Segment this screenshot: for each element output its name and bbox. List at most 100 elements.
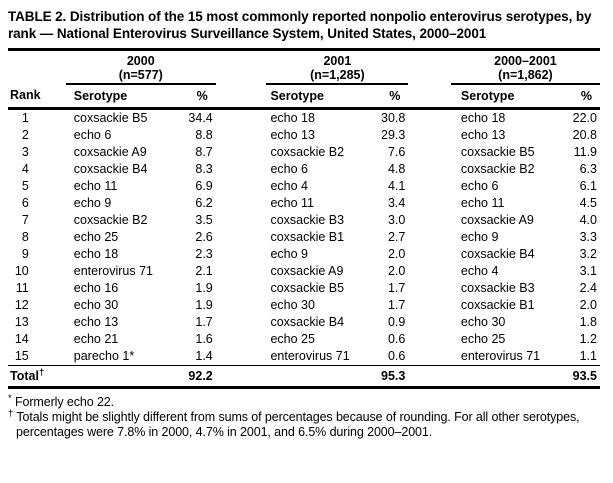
table-row: 12 echo 30 1.9 echo 30 1.7 coxsackie B1 2.0 xyxy=(8,297,600,314)
pct-cell: 7.6 xyxy=(387,145,406,159)
serotype-cell: coxsackie B2 xyxy=(270,145,345,159)
group-year: 2001 xyxy=(323,53,352,68)
rank-cell: 8 xyxy=(21,230,29,244)
serotype-cell: echo 16 xyxy=(73,281,119,295)
pct-cell: 2.6 xyxy=(195,230,213,244)
pct-cell: 4.1 xyxy=(387,179,406,193)
serotype-cell: echo 4 xyxy=(270,179,308,193)
pct-cell: 29.3 xyxy=(381,128,406,142)
pct-cell: 0.6 xyxy=(387,349,406,363)
serotype-cell: echo 30 xyxy=(73,298,119,312)
total-row: Total† 92.2 95.3 93.5 xyxy=(8,364,600,389)
pct-cell: 4.5 xyxy=(579,196,597,210)
group-year: 2000–2001 xyxy=(494,53,557,68)
serotype-cell: enterovirus 71 xyxy=(73,264,153,278)
total-pct-2000: 92.2 xyxy=(162,364,216,389)
pct-cell: 1.4 xyxy=(195,349,213,363)
serotype-cell: echo 25 xyxy=(270,332,315,346)
footnote-asterisk: * Formerly echo 22. xyxy=(8,393,612,410)
rank-cell: 14 xyxy=(14,332,29,346)
pct-cell: 3.4 xyxy=(387,196,406,210)
serotype-cell: echo 13 xyxy=(270,128,315,142)
gap-cell xyxy=(408,280,451,297)
pct-cell: 1.9 xyxy=(195,298,213,312)
gap-cell xyxy=(216,246,267,263)
gap-cell xyxy=(408,178,451,195)
table-row: 11 echo 16 1.9 coxsackie B5 1.7 coxsackie B3 2… xyxy=(8,280,600,297)
table-row: 1 coxsackie B5 34.4 echo 18 30.8 echo 18 22.0 xyxy=(8,108,600,127)
table-row: 8 echo 25 2.6 coxsackie B1 2.7 echo 9 3.3 xyxy=(8,229,600,246)
pct-cell: 1.6 xyxy=(195,332,213,346)
pct-cell: 20.8 xyxy=(572,128,597,142)
gap-cell xyxy=(216,144,267,161)
pct-cell: 1.7 xyxy=(387,281,406,295)
serotype-cell: coxsackie B5 xyxy=(270,281,345,295)
group-gap xyxy=(408,50,451,84)
pct-cell: 2.4 xyxy=(579,281,597,295)
gap-cell xyxy=(408,297,451,314)
pct-cell: 0.9 xyxy=(387,315,406,329)
footnote-dagger: † Totals might be slightly different fro… xyxy=(8,408,612,440)
serotype-cell: enterovirus 71 xyxy=(460,349,541,363)
serotype-cell: coxsackie B4 xyxy=(460,247,535,261)
serotype-cell: coxsackie A9 xyxy=(73,145,147,159)
total-empty xyxy=(266,364,358,389)
pct-cell: 2.3 xyxy=(195,247,213,261)
gap-cell xyxy=(408,246,451,263)
serotype-cell: coxsackie B2 xyxy=(460,162,535,176)
footnotes: * Formerly echo 22. † Totals might be sl… xyxy=(8,393,612,440)
serotype-column-header: Serotype xyxy=(266,83,358,110)
rank-cell: 1 xyxy=(21,111,29,125)
serotype-cell: echo 21 xyxy=(73,332,119,346)
serotype-cell: coxsackie B5 xyxy=(460,145,535,159)
rank-cell: 5 xyxy=(21,179,29,193)
group-header-2001: 2001 (n=1,285) xyxy=(266,49,409,85)
pct-cell: 2.7 xyxy=(387,230,406,244)
table-row: 4 coxsackie B4 8.3 echo 6 4.8 coxsackie B2 6.3 xyxy=(8,161,600,178)
header-gap xyxy=(215,83,267,110)
group-header-2000-2001: 2000–2001 (n=1,862) xyxy=(450,49,600,85)
pct-cell: 22.0 xyxy=(572,111,597,125)
total-gap xyxy=(215,364,267,389)
table-row: 2 echo 6 8.8 echo 13 29.3 echo 13 20.8 xyxy=(8,127,600,144)
pct-column-header: % xyxy=(162,83,216,110)
gap-cell xyxy=(216,229,267,246)
serotype-cell: coxsackie B3 xyxy=(270,213,345,227)
pct-cell: 6.9 xyxy=(195,179,213,193)
footnote-text: Formerly echo 22. xyxy=(11,394,115,409)
serotype-cell: echo 9 xyxy=(270,247,308,261)
serotype-cell: coxsackie B5 xyxy=(73,111,148,125)
pct-cell: 3.1 xyxy=(579,264,597,278)
pct-cell: 6.1 xyxy=(579,179,597,193)
serotype-cell: echo 4 xyxy=(460,264,499,278)
pct-cell: 1.9 xyxy=(195,281,213,295)
serotype-cell: echo 6 xyxy=(270,162,308,176)
gap-cell xyxy=(216,280,267,297)
serotype-distribution-table: 2000 (n=577) 2001 (n=1,285) 2000–2001 (n… xyxy=(8,48,600,389)
total-empty xyxy=(450,364,548,389)
rank-cell: 12 xyxy=(14,298,29,312)
rank-cell: 2 xyxy=(21,128,29,142)
serotype-cell: echo 11 xyxy=(73,179,118,193)
pct-cell: 6.2 xyxy=(195,196,213,210)
gap-cell xyxy=(216,161,267,178)
pct-cell: 6.3 xyxy=(579,162,597,176)
group-n: (n=1,285) xyxy=(310,68,365,82)
serotype-cell: echo 30 xyxy=(270,298,315,312)
gap-cell xyxy=(216,331,267,348)
table-row: 7 coxsackie B2 3.5 coxsackie B3 3.0 coxsackie… xyxy=(8,212,600,229)
group-year: 2000 xyxy=(126,53,155,68)
rank-cell: 6 xyxy=(21,196,29,210)
pct-cell: 3.5 xyxy=(195,213,213,227)
serotype-column-header: Serotype xyxy=(450,83,548,110)
pct-cell: 8.8 xyxy=(195,128,213,142)
gap-cell xyxy=(216,348,267,366)
pct-cell: 30.8 xyxy=(381,111,406,125)
pct-column-header: % xyxy=(547,83,600,110)
serotype-column-header: Serotype xyxy=(65,83,163,110)
pct-cell: 4.0 xyxy=(579,213,597,227)
gap-cell xyxy=(408,229,451,246)
gap-cell xyxy=(408,161,451,178)
total-gap xyxy=(408,364,451,389)
pct-cell: 34.4 xyxy=(188,111,213,125)
